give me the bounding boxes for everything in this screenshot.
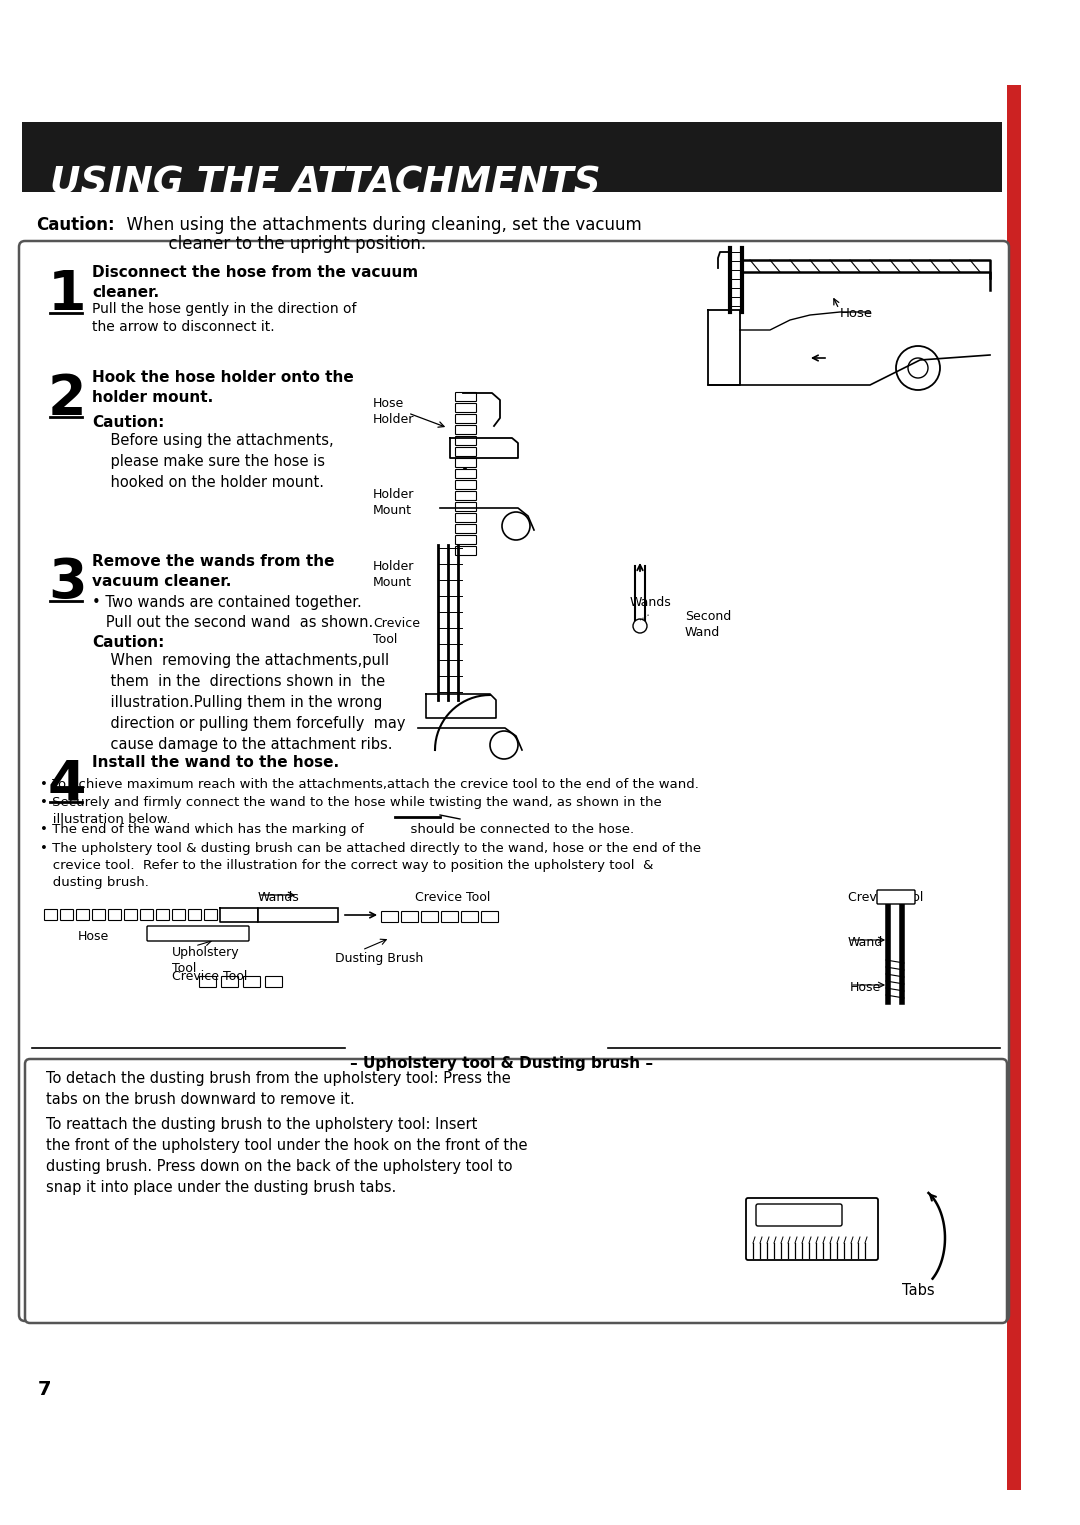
Text: USING THE ATTACHMENTS: USING THE ATTACHMENTS: [50, 165, 600, 201]
Text: Pull the hose gently in the direction of
the arrow to disconnect it.: Pull the hose gently in the direction of…: [92, 302, 356, 334]
FancyBboxPatch shape: [456, 525, 476, 534]
Text: • Two wands are contained together.
   Pull out the second wand  as shown.: • Two wands are contained together. Pull…: [92, 595, 374, 630]
FancyBboxPatch shape: [456, 425, 476, 435]
Text: Tabs: Tabs: [902, 1283, 934, 1298]
Text: Caution:: Caution:: [36, 217, 114, 233]
Text: Crevice
Tool: Crevice Tool: [373, 618, 420, 647]
Text: • Securely and firmly connect the wand to the hose while twisting the wand, as s: • Securely and firmly connect the wand t…: [40, 796, 662, 827]
Text: Second
Wand: Second Wand: [685, 610, 731, 639]
FancyBboxPatch shape: [140, 909, 153, 921]
FancyBboxPatch shape: [456, 535, 476, 544]
Text: 3: 3: [48, 557, 86, 610]
Text: Before using the attachments,
    please make sure the hose is
    hooked on the: Before using the attachments, please mak…: [92, 433, 334, 490]
FancyBboxPatch shape: [147, 926, 249, 941]
Text: • To achieve maximum reach with the attachments,attach the crevice tool to the e: • To achieve maximum reach with the atta…: [40, 778, 699, 791]
FancyBboxPatch shape: [93, 909, 106, 921]
FancyBboxPatch shape: [44, 909, 57, 921]
FancyBboxPatch shape: [456, 459, 476, 468]
Text: Hose
Holder: Hose Holder: [373, 396, 415, 425]
FancyBboxPatch shape: [456, 503, 476, 511]
Text: When  removing the attachments,pull
    them  in the  directions shown in  the
 : When removing the attachments,pull them …: [92, 653, 405, 752]
FancyBboxPatch shape: [402, 912, 419, 923]
Text: Upholstery
Tool: Upholstery Tool: [172, 946, 240, 974]
Text: Hose: Hose: [840, 307, 873, 320]
Text: Hook the hose holder onto the
holder mount.: Hook the hose holder onto the holder mou…: [92, 371, 354, 404]
FancyBboxPatch shape: [25, 1058, 1007, 1324]
FancyBboxPatch shape: [456, 392, 476, 401]
Text: 2: 2: [48, 372, 86, 425]
Text: – Upholstery tool & Dusting brush –: – Upholstery tool & Dusting brush –: [350, 1055, 653, 1071]
FancyBboxPatch shape: [456, 447, 476, 456]
FancyBboxPatch shape: [456, 491, 476, 500]
Bar: [1007, 85, 1021, 1490]
FancyBboxPatch shape: [456, 470, 476, 479]
Text: Install the wand to the hose.: Install the wand to the hose.: [92, 755, 339, 770]
FancyBboxPatch shape: [157, 909, 170, 921]
Text: • The upholstery tool & dusting brush can be attached directly to the wand, hose: • The upholstery tool & dusting brush ca…: [40, 842, 701, 889]
FancyBboxPatch shape: [173, 909, 186, 921]
Text: Crevice Tool: Crevice Tool: [848, 891, 923, 904]
FancyBboxPatch shape: [456, 404, 476, 412]
FancyBboxPatch shape: [124, 909, 137, 921]
Text: Crevice Tool: Crevice Tool: [172, 970, 247, 984]
FancyBboxPatch shape: [456, 480, 476, 490]
Text: To reattach the dusting brush to the upholstery tool: Insert
the front of the up: To reattach the dusting brush to the uph…: [46, 1116, 527, 1196]
Text: 7: 7: [38, 1380, 52, 1398]
Bar: [258, 907, 338, 923]
Text: 1: 1: [48, 268, 86, 322]
FancyBboxPatch shape: [266, 976, 283, 988]
Text: Wands: Wands: [258, 891, 300, 904]
FancyBboxPatch shape: [243, 976, 260, 988]
FancyBboxPatch shape: [746, 1199, 878, 1260]
Text: Disconnect the hose from the vacuum
cleaner.: Disconnect the hose from the vacuum clea…: [92, 265, 418, 300]
Text: cleaner to the upright position.: cleaner to the upright position.: [116, 235, 427, 253]
Bar: [22, 122, 1002, 192]
Text: Crevice Tool: Crevice Tool: [415, 891, 490, 904]
Text: Wands: Wands: [630, 596, 672, 608]
Text: • The end of the wand which has the marking of           should be connected to : • The end of the wand which has the mark…: [40, 824, 634, 836]
FancyBboxPatch shape: [456, 514, 476, 523]
Text: When using the attachments during cleaning, set the vacuum: When using the attachments during cleani…: [116, 217, 642, 233]
FancyBboxPatch shape: [204, 909, 217, 921]
FancyBboxPatch shape: [60, 909, 73, 921]
FancyBboxPatch shape: [756, 1205, 842, 1226]
FancyBboxPatch shape: [461, 912, 478, 923]
Text: Caution:: Caution:: [92, 634, 164, 650]
Text: Dusting Brush: Dusting Brush: [335, 952, 423, 965]
FancyBboxPatch shape: [456, 436, 476, 445]
Text: Remove the wands from the
vacuum cleaner.: Remove the wands from the vacuum cleaner…: [92, 554, 335, 589]
FancyBboxPatch shape: [77, 909, 90, 921]
FancyBboxPatch shape: [221, 976, 239, 988]
FancyBboxPatch shape: [421, 912, 438, 923]
Text: Caution:: Caution:: [92, 415, 164, 430]
Text: Hose: Hose: [78, 930, 109, 942]
FancyBboxPatch shape: [442, 912, 459, 923]
FancyBboxPatch shape: [189, 909, 202, 921]
Text: 4: 4: [48, 756, 86, 811]
FancyBboxPatch shape: [19, 241, 1009, 1321]
FancyBboxPatch shape: [381, 912, 399, 923]
Text: Wand: Wand: [848, 936, 883, 949]
FancyBboxPatch shape: [108, 909, 121, 921]
Text: To detach the dusting brush from the upholstery tool: Press the
tabs on the brus: To detach the dusting brush from the uph…: [46, 1071, 511, 1107]
Text: Hose: Hose: [850, 981, 881, 994]
Text: Holder
Mount: Holder Mount: [373, 488, 415, 517]
FancyBboxPatch shape: [456, 415, 476, 424]
Text: Holder
Mount: Holder Mount: [373, 560, 415, 589]
FancyBboxPatch shape: [482, 912, 499, 923]
FancyBboxPatch shape: [200, 976, 216, 988]
FancyBboxPatch shape: [456, 546, 476, 555]
FancyBboxPatch shape: [877, 891, 915, 904]
